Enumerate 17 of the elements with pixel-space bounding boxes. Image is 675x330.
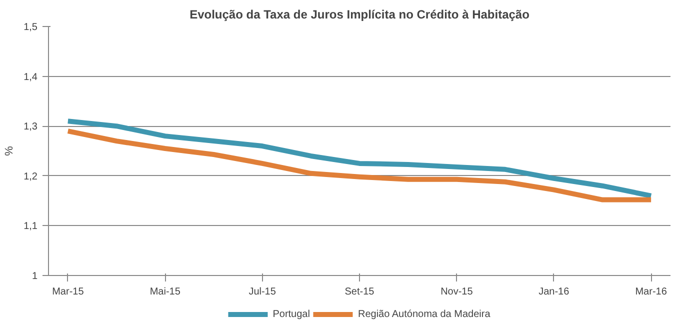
y-tick-label: 1,2: [24, 171, 38, 182]
y-axis-title: %: [4, 146, 16, 156]
x-tick-label: Set-15: [344, 286, 375, 298]
x-tick-label: Jul-15: [248, 286, 276, 298]
y-tick-label: 1,1: [24, 221, 38, 232]
x-tick-label: Jan-16: [538, 286, 570, 298]
x-tick-label: Mai-15: [150, 286, 181, 298]
y-tick-label: 1,4: [24, 72, 38, 83]
legend-label: Região Autónoma da Madeira: [358, 308, 490, 320]
chart-title: Evolução da Taxa de Juros Implícita no Crédito à Habitação: [190, 8, 530, 22]
y-tick-label: 1: [32, 271, 38, 282]
y-tick-label: 1,5: [24, 22, 38, 33]
x-tick-label: Mar-15: [52, 286, 84, 298]
x-tick-label: Mar-16: [635, 286, 668, 298]
legend-label: Portugal: [272, 308, 310, 320]
y-tick-label: 1,3: [24, 122, 38, 133]
x-tick-label: Nov-15: [440, 286, 474, 298]
